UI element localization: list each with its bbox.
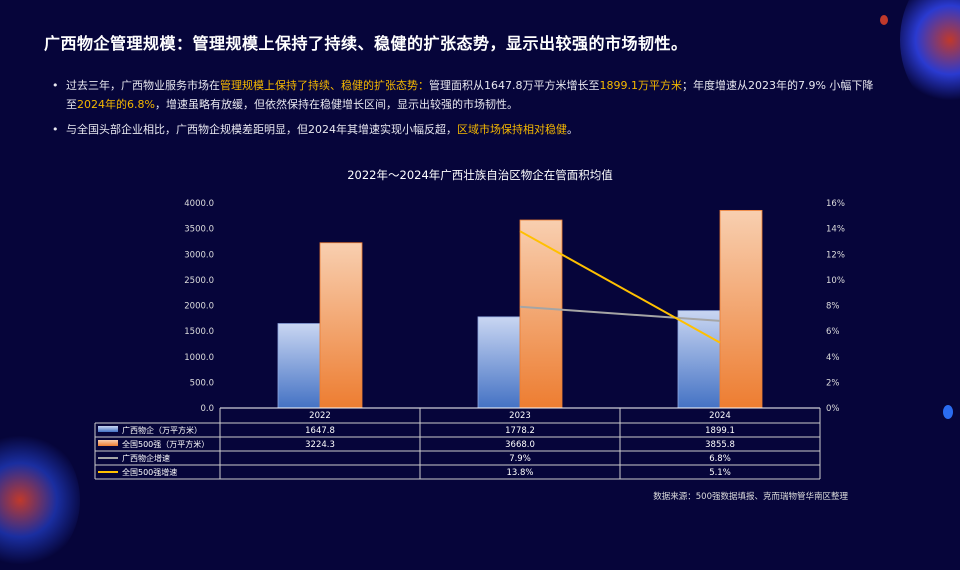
bullet-text: 与全国头部企业相比，广西物企规模差距明显，但2024年其增速实现小幅反超， — [66, 123, 457, 136]
highlight-text: 2024年的6.8% — [77, 98, 155, 111]
legend-swatch — [98, 440, 118, 446]
table-header-year: 2022 — [309, 411, 331, 421]
left-axis-tick: 1000.0 — [184, 353, 214, 363]
right-axis-tick: 16% — [826, 199, 845, 209]
bar-top500 — [319, 242, 363, 409]
table-cell: 3668.0 — [505, 440, 535, 450]
line-top500-growth — [519, 230, 721, 344]
right-axis-tick: 8% — [826, 302, 840, 312]
bullet-text: ，增速虽略有放缓，但依然保持在稳健增长区间，显示出较强的市场韧性。 — [154, 98, 518, 111]
legend-label: 广西物企增速 — [122, 453, 170, 463]
table-header-year: 2024 — [709, 411, 731, 421]
highlight-text: 1899.1万平方米 — [599, 79, 683, 92]
table-cell: 6.8% — [709, 454, 731, 464]
bullet-list: 过去三年，广西物业服务市场在管理规模上保持了持续、稳健的扩张态势：管理面积从16… — [52, 76, 876, 145]
decor-dot — [943, 405, 953, 419]
left-axis-tick: 3000.0 — [184, 250, 214, 260]
table-cell: 13.8% — [506, 468, 533, 478]
bullet-text: 管理面积从1647.8万平方米增长至 — [429, 79, 600, 92]
left-axis-tick: 0.0 — [200, 404, 214, 414]
source-note: 数据来源：500强数据填报、克而瑞物管华南区整理 — [653, 492, 848, 502]
bar-top500 — [719, 209, 763, 409]
right-axis-tick: 4% — [826, 353, 840, 363]
left-axis-tick: 500.0 — [190, 378, 214, 388]
chart: 0.0 500.0 1000.0 1500.0 2000.0 2500.0 3000.0 35… — [94, 199, 845, 480]
left-axis-tick: 2000.0 — [184, 302, 214, 312]
table-cell: 3224.3 — [305, 440, 335, 450]
legend-label: 全国500强（万平方米） — [122, 439, 209, 449]
left-axis-tick: 2500.0 — [184, 276, 214, 286]
left-axis-tick: 4000.0 — [184, 199, 214, 209]
legend-label: 全国500强增速 — [122, 467, 177, 477]
bullet-text: ；年度增速从2023年的7.9% 小幅下降至 — [66, 79, 874, 111]
table-cell: 1647.8 — [305, 426, 335, 436]
table-header-year: 2023 — [509, 411, 531, 421]
chart-title: 2022年～2024年广西壮族自治区物企在管面积均值 — [347, 168, 613, 182]
legend-label: 广西物企（万平方米） — [122, 425, 202, 435]
right-axis-tick: 0% — [826, 404, 840, 414]
table-cell: 7.9% — [509, 454, 531, 464]
bullet-2: 与全国头部企业相比，广西物企规模差距明显，但2024年其增速实现小幅反超，区域市… — [52, 120, 876, 139]
bullet-1: 过去三年，广西物业服务市场在管理规模上保持了持续、稳健的扩张态势：管理面积从16… — [52, 76, 876, 114]
decor-dot — [880, 15, 888, 25]
right-axis-tick: 6% — [826, 327, 840, 337]
page-title: 广西物企管理规模：管理规模上保持了持续、稳健的扩张态势，显示出较强的市场韧性。 — [44, 34, 688, 53]
table-cell: 5.1% — [709, 468, 731, 478]
line-guangxi-growth — [519, 305, 721, 322]
bar-top500 — [519, 219, 563, 409]
bar-guangxi — [277, 323, 321, 409]
bullet-text: 。 — [567, 123, 578, 136]
highlight-text: 区域市场保持相对稳健 — [457, 123, 567, 136]
legend-swatch — [98, 426, 118, 432]
highlight-text: 管理规模上保持了持续、稳健的扩张态势： — [220, 79, 429, 92]
left-axis-tick: 3500.0 — [184, 225, 214, 235]
table-cell: 1778.2 — [505, 426, 535, 436]
right-axis-tick: 14% — [826, 225, 845, 235]
table-cell: 1899.1 — [705, 426, 735, 436]
right-axis-tick: 2% — [826, 378, 840, 388]
table-cell: 3855.8 — [705, 440, 735, 450]
bar-guangxi — [677, 310, 721, 409]
bullet-text: 过去三年，广西物业服务市场在 — [66, 79, 220, 92]
right-axis-tick: 10% — [826, 276, 845, 286]
bar-guangxi — [477, 316, 521, 409]
right-axis-tick: 12% — [826, 250, 845, 260]
left-axis-tick: 1500.0 — [184, 327, 214, 337]
